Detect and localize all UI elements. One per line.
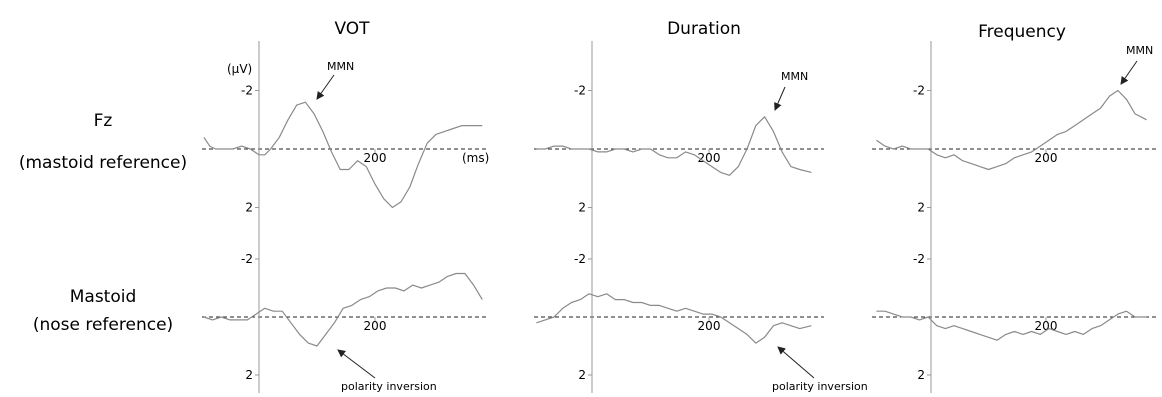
polarity-arrow-vot — [337, 349, 376, 379]
y-tick-label-duration-fz-1: 2 — [578, 201, 586, 215]
panel-frequency-fz: -2 2 200 — [872, 41, 1158, 225]
row-label-fz-reference: (mastoid reference) — [19, 153, 187, 173]
y-tick-label-frequency-mastoid-0: -2 — [913, 252, 925, 266]
polarity-inversion-label-duration: polarity inversion — [772, 380, 868, 393]
x-tick-label-vot-mastoid: 200 — [364, 319, 387, 333]
erp-trace-frequency-fz — [876, 89, 1147, 171]
y-tick-label-frequency-fz-0: -2 — [913, 84, 925, 98]
polarity-inversion-label-vot: polarity inversion — [341, 380, 437, 393]
panel-duration-mastoid: -2 2 200 — [534, 209, 824, 393]
x-tick-label-vot-fz: 200 — [364, 151, 387, 165]
erp-trace-frequency-mastoid — [876, 310, 1147, 341]
panel-duration-fz: -2 2 200 — [534, 41, 824, 225]
y-tick-label-vot-fz-1: 2 — [245, 201, 253, 215]
mmn-arrow-vot — [316, 74, 335, 100]
column-title-vot: VOT — [334, 19, 370, 39]
erp-trace-duration-mastoid — [536, 293, 812, 344]
x-tick-label-duration-fz: 200 — [698, 151, 721, 165]
y-tick-label-duration-mastoid-0: -2 — [574, 252, 586, 266]
y-tick-label-vot-mastoid-0: -2 — [241, 252, 253, 266]
panel-vot-mastoid: -2 2 200 — [202, 209, 486, 393]
y-tick-label-vot-mastoid-1: 2 — [245, 368, 253, 382]
mmn-label-vot: MMN — [327, 60, 354, 73]
column-title-frequency: Frequency — [978, 22, 1066, 42]
x-tick-label-duration-mastoid: 200 — [698, 319, 721, 333]
y-tick-label-frequency-mastoid-1: 2 — [917, 368, 925, 382]
row-label-mastoid: Mastoid — [70, 287, 137, 307]
y-unit-label: (µV) — [227, 62, 252, 76]
polarity-arrow-duration — [777, 346, 815, 379]
mmn-arrow-frequency — [1120, 60, 1138, 85]
y-tick-label-duration-fz-0: -2 — [574, 84, 586, 98]
y-tick-label-vot-fz-0: -2 — [241, 84, 253, 98]
y-tick-label-frequency-fz-1: 2 — [917, 201, 925, 215]
y-tick-label-duration-mastoid-1: 2 — [578, 368, 586, 382]
mmn-label-frequency: MMN — [1126, 44, 1153, 57]
erp-trace-vot-fz — [203, 101, 483, 209]
mmn-label-duration: MMN — [781, 70, 808, 83]
panel-vot-fz: -2 2 200 — [202, 41, 486, 225]
row-label-mastoid-reference: (nose reference) — [33, 315, 173, 335]
erp-trace-duration-fz — [536, 116, 812, 176]
erp-trace-vot-mastoid — [203, 272, 483, 347]
column-title-duration: Duration — [667, 19, 741, 39]
mmn-arrow-duration — [774, 86, 786, 111]
row-label-fz: Fz — [94, 111, 113, 131]
x-unit-label: (ms) — [462, 151, 489, 165]
x-tick-label-frequency-fz: 200 — [1035, 151, 1058, 165]
